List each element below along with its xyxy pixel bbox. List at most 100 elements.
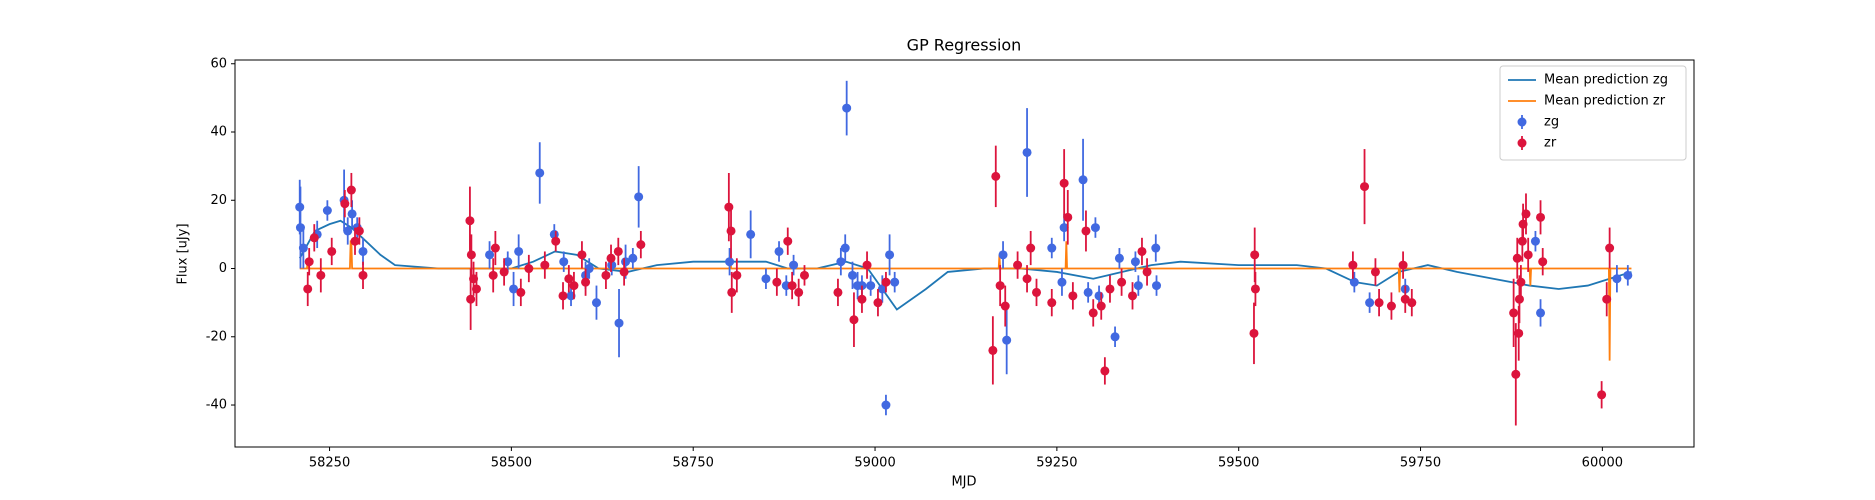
data-point (1348, 260, 1358, 270)
x-tick-label: 58500 (491, 456, 532, 471)
data-point (559, 257, 569, 267)
data-point (995, 281, 1005, 291)
data-point (1081, 226, 1091, 236)
data-point (485, 250, 495, 260)
data-point (857, 294, 867, 304)
data-point (1013, 260, 1023, 270)
data-point (581, 277, 591, 287)
data-point (503, 257, 513, 267)
y-tick-label: 20 (210, 193, 227, 208)
data-point (991, 171, 1001, 181)
data-point (499, 267, 509, 277)
data-point (1137, 246, 1147, 256)
data-point (591, 298, 601, 308)
data-point (1370, 267, 1380, 277)
data-point (840, 243, 850, 253)
data-point (1059, 178, 1069, 188)
data-point (885, 250, 895, 260)
data-point (862, 260, 872, 270)
data-point (772, 277, 782, 287)
data-point (564, 274, 574, 284)
data-point (1386, 301, 1396, 311)
data-point (1068, 291, 1078, 301)
data-point (1530, 236, 1540, 246)
data-point (1250, 284, 1260, 294)
x-tick-label: 58750 (673, 456, 714, 471)
data-point (1047, 243, 1057, 253)
y-tick-label: -20 (206, 329, 227, 344)
data-point (309, 233, 319, 243)
data-point (1398, 260, 1408, 270)
data-point (881, 277, 891, 287)
data-point (847, 270, 857, 280)
data-point (619, 267, 629, 277)
data-point (1514, 328, 1524, 338)
data-point (881, 400, 891, 410)
data-point (1151, 243, 1161, 253)
data-point (327, 246, 337, 256)
data-point (350, 236, 360, 246)
x-tick-label: 59000 (854, 456, 895, 471)
data-point (1026, 243, 1036, 253)
data-point (1250, 250, 1260, 260)
data-point (514, 246, 524, 256)
data-point (1152, 281, 1162, 291)
data-point (1022, 274, 1032, 284)
legend-swatch (1517, 138, 1527, 148)
data-point (726, 226, 736, 236)
data-point (347, 209, 357, 219)
data-point (1602, 294, 1612, 304)
data-point (774, 246, 784, 256)
data-point (535, 168, 545, 178)
plot-area (295, 80, 1633, 426)
data-point (1360, 182, 1370, 192)
data-point (1521, 209, 1531, 219)
data-point (540, 260, 550, 270)
y-axis-label: Flux [uJy] (176, 223, 191, 284)
data-point (1597, 390, 1607, 400)
data-point (471, 284, 481, 294)
data-point (606, 253, 616, 263)
data-point (1511, 369, 1521, 379)
data-point (836, 257, 846, 267)
legend-swatch (1517, 117, 1527, 127)
data-point (1078, 175, 1088, 185)
data-point (1130, 257, 1140, 267)
data-point (322, 206, 332, 215)
data-point (466, 250, 476, 260)
x-tick-label: 59250 (1036, 456, 1077, 471)
chart-title: GP Regression (907, 36, 1022, 55)
data-point (1349, 277, 1359, 287)
data-point (988, 345, 998, 355)
data-point (613, 246, 623, 256)
data-point (1083, 287, 1093, 297)
data-point (358, 246, 368, 256)
data-point (577, 250, 587, 260)
data-point (732, 270, 742, 280)
data-point (1612, 274, 1622, 284)
data-point (794, 287, 804, 297)
data-point (1094, 291, 1104, 301)
data-point (346, 185, 356, 195)
data-point (1063, 212, 1073, 222)
data-point (509, 284, 519, 294)
data-point (1512, 253, 1522, 263)
data-point (1605, 243, 1615, 253)
data-point (465, 216, 475, 226)
data-point (354, 226, 364, 236)
data-point (783, 236, 793, 246)
data-point (1032, 287, 1042, 297)
data-point (1100, 366, 1110, 376)
data-point (569, 281, 579, 291)
data-point (1538, 257, 1548, 267)
data-point (516, 287, 526, 297)
data-point (551, 236, 561, 246)
x-tick-label: 58250 (309, 456, 350, 471)
data-point (584, 264, 594, 274)
data-point (1523, 250, 1533, 260)
y-tick-label: 60 (210, 56, 227, 71)
data-point (1623, 270, 1633, 280)
data-point (761, 274, 771, 284)
data-point (787, 281, 797, 291)
data-point (799, 270, 809, 280)
